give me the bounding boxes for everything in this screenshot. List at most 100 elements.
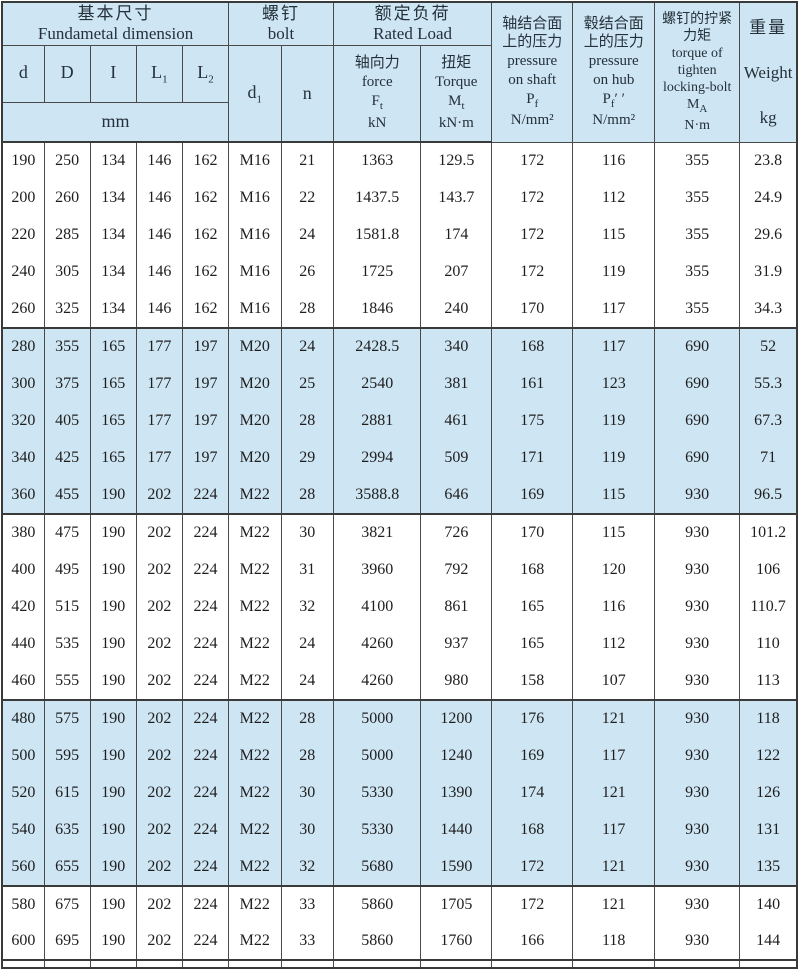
cell-weight: 144 <box>739 922 798 960</box>
header-col-n: n <box>280 45 335 144</box>
cell-L2: 162 <box>181 142 230 180</box>
cell-torque: 1240 <box>420 736 493 775</box>
cell-L2: 224 <box>181 588 230 626</box>
cell-L2: 224 <box>181 811 230 849</box>
header-fundamental-dimension-zh: 基本尺寸 <box>77 4 154 23</box>
cell-force: 5330 <box>332 774 422 812</box>
cell-n: 30 <box>280 512 335 552</box>
cell-weight: 122 <box>739 736 798 775</box>
cell-n: 28 <box>280 476 335 514</box>
tighten-unit: N·m <box>684 117 710 133</box>
cell-L2: 162 <box>181 179 230 217</box>
cell-L2: 224 <box>181 736 230 775</box>
cell-L1: 177 <box>135 365 183 403</box>
weight-unit: kg <box>759 107 777 127</box>
cell-L1: 146 <box>135 290 183 329</box>
cell-n: 32 <box>280 588 335 626</box>
header-col-I: I <box>89 45 137 103</box>
cell-D: 405 <box>43 402 91 440</box>
torque-zh: 扭矩 <box>441 55 472 72</box>
cell-d1: M20 <box>228 365 282 403</box>
cell-torque: 1705 <box>420 884 493 923</box>
cell-pressure-hub: 119 <box>572 439 656 477</box>
cell-torque: 461 <box>420 402 493 440</box>
cell-d: 600 <box>1 922 45 960</box>
cell-d: 320 <box>1 402 45 440</box>
cell-force: 3588.8 <box>332 476 422 514</box>
cell-L1: 146 <box>135 142 183 180</box>
header-rated-load-group: 额定负荷 Rated Load <box>332 2 493 46</box>
row-block-3: 380 475 190 202 224 M22 30 3821 726 170 115 930 101.… <box>1 512 798 700</box>
cell-pressure-shaft: 170 <box>491 512 574 552</box>
cell-d1: M22 <box>228 848 282 886</box>
cell-torque: 240 <box>420 290 493 329</box>
cell-tighten-torque: 690 <box>654 327 741 366</box>
row-block-4: 480 575 190 202 224 M22 28 5000 1200 176 121 930 118… <box>1 698 798 886</box>
cell-tighten-torque: 930 <box>654 774 741 812</box>
force-unit: kN <box>368 114 387 131</box>
header-col-D: D <box>43 45 91 103</box>
cell-weight: 24.9 <box>739 179 798 217</box>
header-pressure-on-hub: 毂结合面 上的压力 pressure on hub Pf′ ′ N/mm² <box>572 2 656 143</box>
header-col-d: d <box>1 45 45 103</box>
cell-force: 4260 <box>332 625 422 663</box>
cell-pressure-shaft: 161 <box>491 365 574 403</box>
cell-L2: 224 <box>181 774 230 812</box>
table-header: 基本尺寸 Fundametal dimension 螺钉 bolt 额定负荷 R… <box>1 2 798 144</box>
cell-I: 134 <box>89 290 137 329</box>
pressure-shaft-en2: on shaft <box>508 71 557 88</box>
cell-I: 190 <box>89 698 137 737</box>
tighten-en3: locking-bolt <box>662 80 732 96</box>
cell-torque: 861 <box>420 588 493 626</box>
cell-d1: M22 <box>228 512 282 552</box>
cell-d: 480 <box>1 698 45 737</box>
cell-pressure-hub: 118 <box>572 922 656 960</box>
cell-torque: 174 <box>420 216 493 254</box>
cell-L1: 202 <box>135 811 183 849</box>
cell-force: 5680 <box>332 848 422 886</box>
cell-I: 165 <box>89 439 137 477</box>
cell-weight: 126 <box>739 774 798 812</box>
cell-n: 30 <box>280 811 335 849</box>
cell-L1: 177 <box>135 402 183 440</box>
cell-n: 32 <box>280 848 335 886</box>
cell-I: 165 <box>89 402 137 440</box>
table-row: 380 475 190 202 224 M22 30 3821 726 170 115 930 101.… <box>1 512 798 552</box>
cell-D: 555 <box>43 662 91 700</box>
cell-weight: 113 <box>739 662 798 700</box>
cell-d: 340 <box>1 439 45 477</box>
table-row: 200 260 134 146 162 M16 22 1437.5 143.7 172 112 355… <box>1 179 798 217</box>
pressure-shaft-zh1: 轴结合面 <box>502 15 563 32</box>
tighten-en1: torque of <box>671 46 723 62</box>
row-block-2: 280 355 165 177 197 M20 24 2428.5 340 168 117 690 52… <box>1 327 798 514</box>
cell-D: 325 <box>43 290 91 329</box>
pressure-hub-unit: N/mm² <box>592 112 636 129</box>
cell-d: 540 <box>1 811 45 849</box>
cell-pressure-hub: 120 <box>572 551 656 589</box>
cell-d: 280 <box>1 327 45 366</box>
cell-pressure-hub: 117 <box>572 736 656 775</box>
cell-weight: 131 <box>739 811 798 849</box>
cell-torque: 143.7 <box>420 179 493 217</box>
cell-D: 635 <box>43 811 91 849</box>
cell-tighten-torque: 355 <box>654 290 741 329</box>
cell-I: 190 <box>89 476 137 514</box>
force-zh: 轴向力 <box>354 55 400 72</box>
cell-pressure-shaft: 174 <box>491 774 574 812</box>
cell-L2: 224 <box>181 476 230 514</box>
cell-L1: 202 <box>135 476 183 514</box>
cell-I: 190 <box>89 848 137 886</box>
cell-L2: 224 <box>181 884 230 923</box>
cell-n: 22 <box>280 179 335 217</box>
cell-d: 260 <box>1 290 45 329</box>
header-bolt-group: 螺钉 bolt <box>228 2 334 46</box>
cell-weight: 31.9 <box>739 253 798 291</box>
cell-n: 30 <box>280 774 335 812</box>
cell-d1: M16 <box>228 179 282 217</box>
cell-L1: 202 <box>135 662 183 700</box>
cell-d1: M20 <box>228 402 282 440</box>
table-row: 480 575 190 202 224 M22 28 5000 1200 176 121 930 118 <box>1 698 798 737</box>
cell-torque: 129.5 <box>420 142 493 180</box>
cell-pressure-hub: 116 <box>572 588 656 626</box>
